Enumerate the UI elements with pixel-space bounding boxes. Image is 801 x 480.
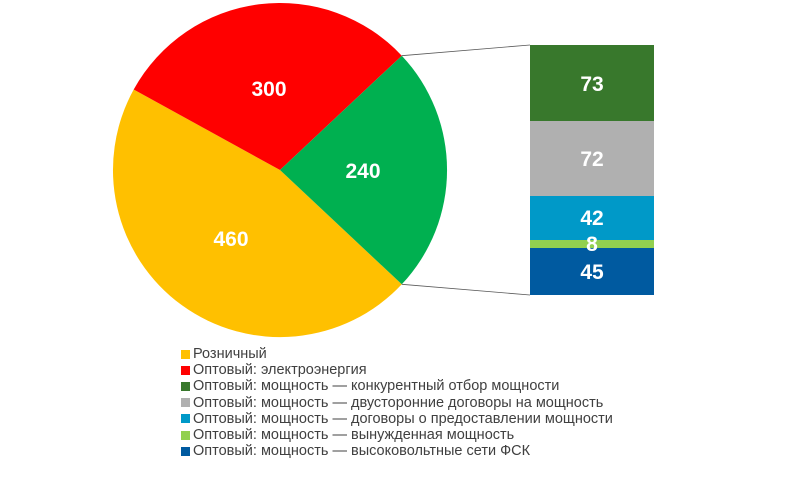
legend-label: Оптовый: мощность — договоры о предостав… xyxy=(193,410,613,427)
legend-label: Розничный xyxy=(193,346,267,362)
legend-swatch xyxy=(181,349,190,359)
connector-line-top xyxy=(401,44,531,57)
connector-line-bottom xyxy=(401,283,531,296)
legend-label: Оптовый: мощность — высоковольтные сети … xyxy=(193,443,531,460)
legend-item: Розничный xyxy=(181,346,613,362)
bar-label-1: 73 xyxy=(580,73,603,96)
pie-slice-wholesale-capacity xyxy=(280,55,448,285)
legend-item: Оптовый: мощность — договоры о предостав… xyxy=(181,411,613,427)
legend-label: Оптовый: мощность — конкурентный отбор м… xyxy=(193,378,560,395)
bar-segment-dpm xyxy=(530,196,654,240)
legend-swatch xyxy=(181,365,190,375)
pie-label-green: 240 xyxy=(345,160,380,183)
legend-label: Оптовый: мощность — вынужденная мощность xyxy=(193,427,515,444)
legend-swatch xyxy=(181,398,190,408)
pie-label-yellow: 460 xyxy=(213,228,248,251)
legend-swatch xyxy=(181,430,190,440)
pie-slice-retail xyxy=(112,89,402,338)
legend-label: Оптовый: мощность — двусторонние договор… xyxy=(193,394,604,411)
legend-swatch xyxy=(181,382,190,391)
legend-item: Оптовый: мощность — вынужденная мощность xyxy=(181,427,613,443)
legend-swatch xyxy=(181,414,190,424)
bar-label-2: 72 xyxy=(580,148,603,171)
bar-segment-fsk xyxy=(530,248,654,295)
bar-segment-forced xyxy=(530,240,654,248)
chart-legend: Розничный Оптовый: электроэнергия Оптовы… xyxy=(181,346,613,459)
pie-label-red: 300 xyxy=(251,78,286,101)
bar-label-5: 45 xyxy=(580,261,604,284)
bar-label-4: 8 xyxy=(586,233,598,256)
legend-item: Оптовый: мощность — высоковольтные сети … xyxy=(181,443,613,459)
bar-label-3: 42 xyxy=(580,207,603,230)
legend-item: Оптовый: мощность — конкурентный отбор м… xyxy=(181,378,613,394)
legend-item: Оптовый: мощность — двусторонние договор… xyxy=(181,395,613,411)
legend-label: Оптовый: электроэнергия xyxy=(193,362,367,379)
pie-slice-wholesale-energy xyxy=(133,2,402,171)
legend-item: Оптовый: электроэнергия xyxy=(181,362,613,378)
bar-segment-competitive xyxy=(530,45,654,121)
bar-segment-bilateral xyxy=(530,121,654,196)
legend-swatch xyxy=(181,446,190,456)
